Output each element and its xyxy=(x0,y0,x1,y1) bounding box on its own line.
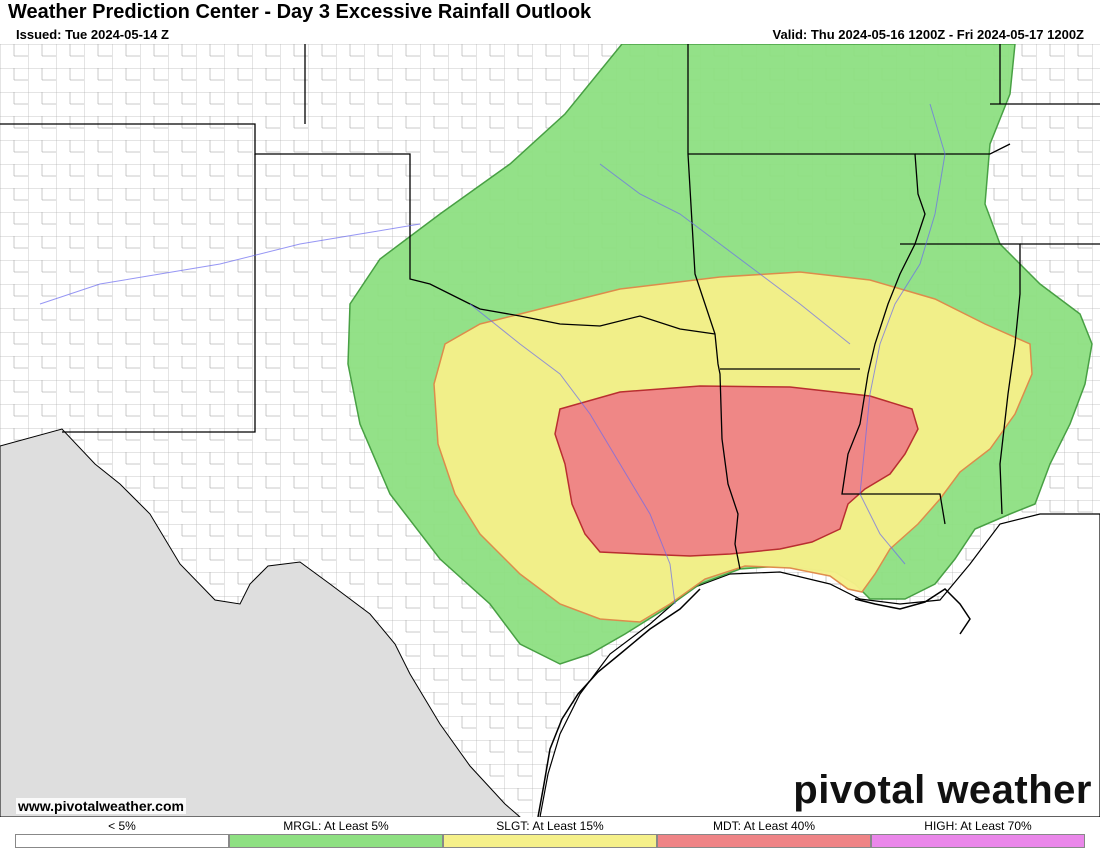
legend-item-lt5: < 5% xyxy=(15,818,229,848)
legend-label: HIGH: At Least 70% xyxy=(924,819,1032,833)
legend-swatch xyxy=(871,834,1085,848)
pivotal-weather-logo: pivotal weather xyxy=(793,768,1092,812)
issued-time: Issued: Tue 2024-05-14 Z xyxy=(16,27,169,42)
page-title: Weather Prediction Center - Day 3 Excess… xyxy=(8,1,592,23)
legend-label: MDT: At Least 40% xyxy=(712,819,816,833)
mexico-region xyxy=(0,428,521,817)
legend-label: MRGL: At Least 5% xyxy=(283,819,389,833)
legend-item-mdt: MDT: At Least 40% xyxy=(657,818,871,848)
gulf-region xyxy=(539,513,1100,817)
rivers xyxy=(39,103,946,605)
legend-swatch xyxy=(443,834,657,848)
legend-label: SLGT: At Least 15% xyxy=(496,819,604,833)
website-credit: www.pivotalweather.com xyxy=(16,798,186,814)
header: Weather Prediction Center - Day 3 Excess… xyxy=(0,0,1100,44)
coastline-detail xyxy=(537,588,971,817)
mdt-area xyxy=(554,385,919,557)
legend-swatch xyxy=(229,834,443,848)
legend-swatch xyxy=(657,834,871,848)
legend: < 5% MRGL: At Least 5% SLGT: At Least 15… xyxy=(15,818,1085,848)
legend-swatch xyxy=(15,834,229,848)
legend-item-slgt: SLGT: At Least 15% xyxy=(443,818,657,848)
valid-period: Valid: Thu 2024-05-16 1200Z - Fri 2024-0… xyxy=(772,27,1084,42)
legend-item-mrgl: MRGL: At Least 5% xyxy=(229,818,443,848)
legend-item-high: HIGH: At Least 70% xyxy=(871,818,1085,848)
legend-label: < 5% xyxy=(108,819,136,833)
outlook-map xyxy=(0,44,1100,817)
state-borders xyxy=(0,44,1100,570)
